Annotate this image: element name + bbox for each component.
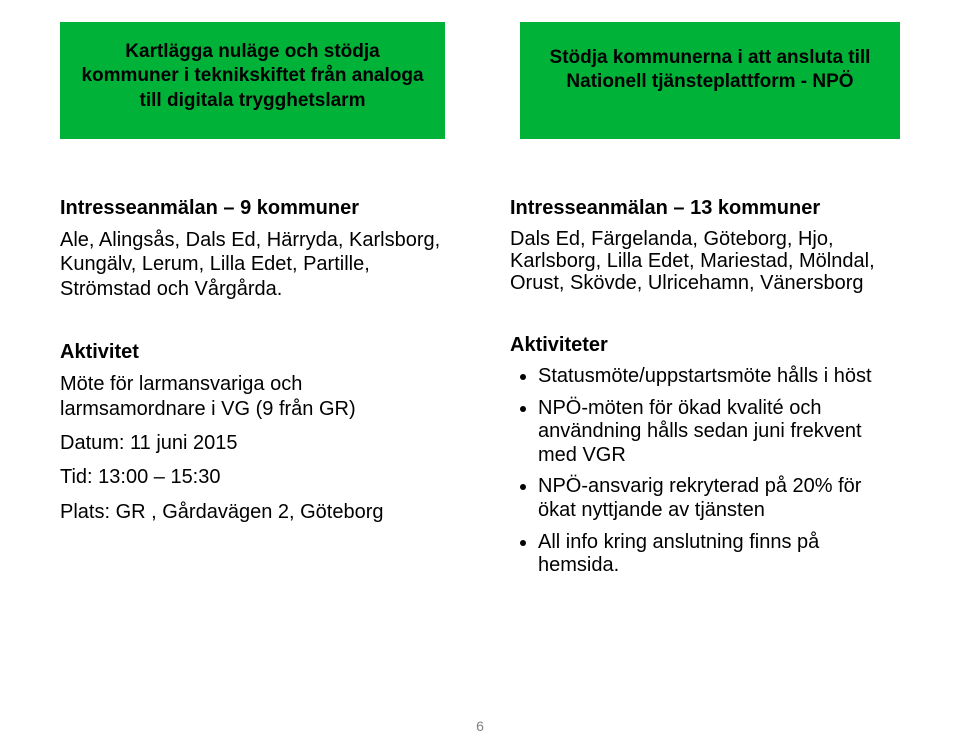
right-activities-heading: Aktiviteter — [510, 334, 900, 357]
content-columns: Intresseanmälan – 9 kommuner Ale, Alings… — [60, 197, 900, 618]
top-boxes-row: Kartlägga nuläge och stödja kommuner i t… — [60, 22, 900, 139]
right-interest-heading: Intresseanmälan – 13 kommuner — [510, 197, 900, 220]
left-interest-body: Ale, Alingsås, Dals Ed, Härryda, Karlsbo… — [60, 228, 450, 301]
list-item: NPÖ-möten för ökad kvalité och användnin… — [538, 397, 900, 468]
page-number: 6 — [476, 718, 484, 734]
list-item: NPÖ-ansvarig rekryterad på 20% för ökat … — [538, 475, 900, 522]
left-activity-line1: Möte för larmansvariga och larmsamordnar… — [60, 372, 450, 421]
list-item: Statusmöte/uppstartsmöte hålls i höst — [538, 365, 900, 389]
right-column: Intresseanmälan – 13 kommuner Dals Ed, F… — [510, 197, 900, 618]
list-item: All info kring anslutning finns på hemsi… — [538, 531, 900, 578]
right-green-box: Stödja kommunerna i att ansluta till Nat… — [520, 22, 900, 139]
left-activity-line2: Datum: 11 juni 2015 — [60, 431, 450, 455]
left-activity-line3: Tid: 13:00 – 15:30 — [60, 465, 450, 489]
left-activity-block: Aktivitet Möte för larmansvariga och lar… — [60, 341, 450, 524]
left-activity-line4: Plats: GR , Gårdavägen 2, Göteborg — [60, 500, 450, 524]
right-interest-block: Intresseanmälan – 13 kommuner Dals Ed, F… — [510, 197, 900, 294]
left-activity-heading: Aktivitet — [60, 341, 450, 364]
left-interest-heading: Intresseanmälan – 9 kommuner — [60, 197, 450, 220]
left-green-box: Kartlägga nuläge och stödja kommuner i t… — [60, 22, 445, 139]
left-column: Intresseanmälan – 9 kommuner Ale, Alings… — [60, 197, 450, 618]
right-activities-list: Statusmöte/uppstartsmöte hålls i höst NP… — [510, 365, 900, 578]
right-interest-body: Dals Ed, Färgelanda, Göteborg, Hjo, Karl… — [510, 228, 900, 294]
left-interest-block: Intresseanmälan – 9 kommuner Ale, Alings… — [60, 197, 450, 301]
slide-page: Kartlägga nuläge och stödja kommuner i t… — [0, 0, 960, 744]
right-activities-block: Aktiviteter Statusmöte/uppstartsmöte hål… — [510, 334, 900, 578]
